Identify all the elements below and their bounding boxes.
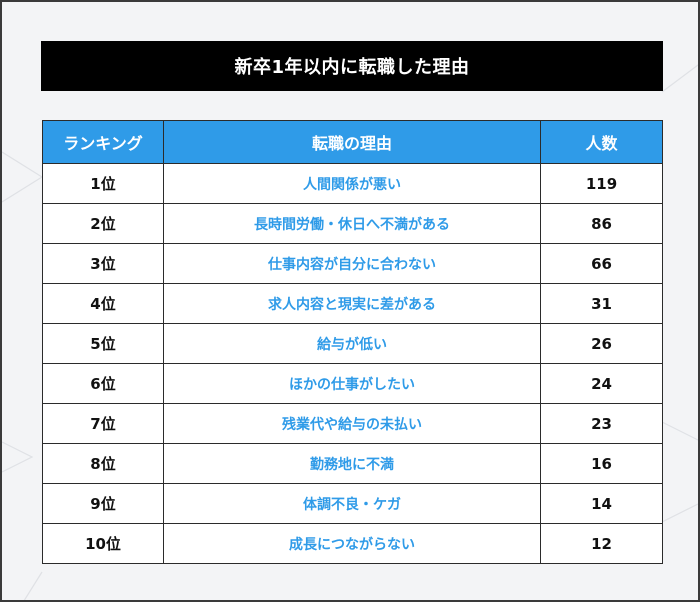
rank-cell: 1位 <box>42 163 164 204</box>
reason-cell: 長時間労働・休日へ不満がある <box>163 203 541 244</box>
rank-cell: 7位 <box>42 403 164 444</box>
page-title: 新卒1年以内に転職した理由 <box>41 41 663 91</box>
count-cell: 119 <box>540 163 663 204</box>
table-row: 8位 勤務地に不満 16 <box>42 443 663 484</box>
table-row: 1位 人間関係が悪い 119 <box>42 163 663 204</box>
reason-cell: ほかの仕事がしたい <box>163 363 541 404</box>
table-row: 10位 成長につながらない 12 <box>42 523 663 564</box>
rank-cell: 2位 <box>42 203 164 244</box>
count-cell: 24 <box>540 363 663 404</box>
column-header-rank: ランキング <box>42 120 164 164</box>
table-row: 7位 残業代や給与の未払い 23 <box>42 403 663 444</box>
table-header-row: ランキング 転職の理由 人数 <box>42 120 663 164</box>
reason-cell: 成長につながらない <box>163 523 541 564</box>
count-cell: 23 <box>540 403 663 444</box>
count-cell: 16 <box>540 443 663 484</box>
table-row: 4位 求人内容と現実に差がある 31 <box>42 283 663 324</box>
reason-cell: 残業代や給与の未払い <box>163 403 541 444</box>
table-row: 2位 長時間労働・休日へ不満がある 86 <box>42 203 663 244</box>
ranking-table: ランキング 転職の理由 人数 1位 人間関係が悪い 119 2位 長時間労働・休… <box>42 120 663 564</box>
count-cell: 66 <box>540 243 663 284</box>
reason-cell: 仕事内容が自分に合わない <box>163 243 541 284</box>
count-cell: 26 <box>540 323 663 364</box>
rank-cell: 8位 <box>42 443 164 484</box>
column-header-count: 人数 <box>540 120 663 164</box>
rank-cell: 3位 <box>42 243 164 284</box>
table-row: 3位 仕事内容が自分に合わない 66 <box>42 243 663 284</box>
reason-cell: 給与が低い <box>163 323 541 364</box>
column-header-reason: 転職の理由 <box>163 120 541 164</box>
count-cell: 14 <box>540 483 663 524</box>
table-row: 5位 給与が低い 26 <box>42 323 663 364</box>
table-row: 6位 ほかの仕事がしたい 24 <box>42 363 663 404</box>
reason-cell: 体調不良・ケガ <box>163 483 541 524</box>
rank-cell: 5位 <box>42 323 164 364</box>
rank-cell: 9位 <box>42 483 164 524</box>
count-cell: 12 <box>540 523 663 564</box>
reason-cell: 人間関係が悪い <box>163 163 541 204</box>
count-cell: 31 <box>540 283 663 324</box>
rank-cell: 4位 <box>42 283 164 324</box>
reason-cell: 勤務地に不満 <box>163 443 541 484</box>
table-row: 9位 体調不良・ケガ 14 <box>42 483 663 524</box>
rank-cell: 10位 <box>42 523 164 564</box>
count-cell: 86 <box>540 203 663 244</box>
reason-cell: 求人内容と現実に差がある <box>163 283 541 324</box>
rank-cell: 6位 <box>42 363 164 404</box>
